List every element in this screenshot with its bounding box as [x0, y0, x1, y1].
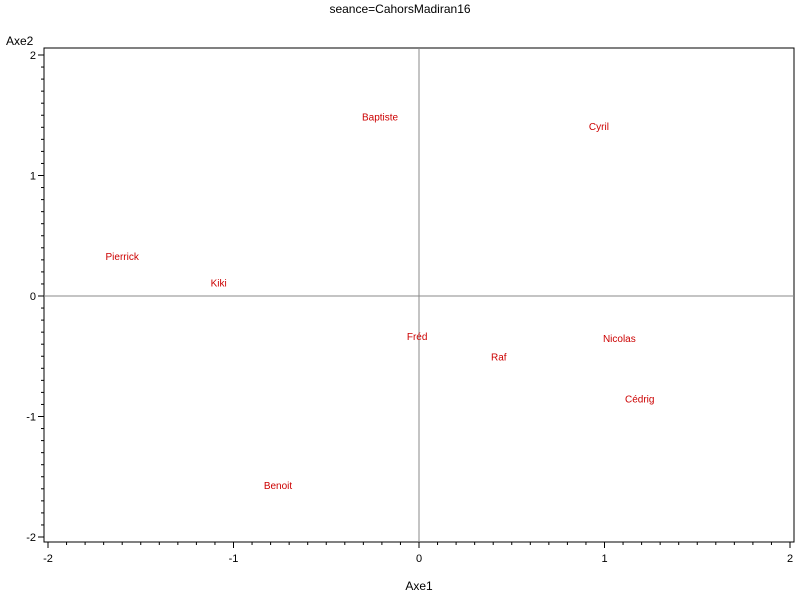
- x-axis-title: Axe1: [405, 579, 433, 593]
- x-tick-label: 0: [416, 553, 422, 565]
- x-tick-label: -2: [43, 553, 53, 565]
- x-tick-label: -1: [229, 553, 239, 565]
- x-tick-label: 2: [787, 553, 793, 565]
- x-tick-label: 1: [601, 553, 607, 565]
- point-label: Benoit: [264, 481, 293, 492]
- y-tick-label: -1: [26, 412, 36, 424]
- point-label: Raf: [491, 352, 507, 363]
- y-tick-label: 0: [30, 291, 36, 303]
- point-label: Pierrick: [106, 252, 140, 263]
- point-label: Nicolas: [603, 334, 636, 345]
- point-label: Cyril: [589, 122, 609, 133]
- tick-labels: -2 -1 0 1 2 -2 -1 0 1 2: [26, 50, 793, 565]
- y-tick-label: -2: [26, 532, 36, 544]
- reference-lines: [44, 48, 794, 542]
- point-label: Cédrig: [625, 394, 654, 405]
- y-tick-label: 1: [30, 171, 36, 183]
- y-tick-label: 2: [30, 50, 36, 62]
- point-label: Baptiste: [362, 112, 399, 123]
- y-axis-title: Axe2: [6, 34, 34, 48]
- axis-ticks: [38, 54, 791, 548]
- point-label: Fréd: [407, 332, 428, 343]
- chart-title: seance=CahorsMadiran16: [329, 2, 470, 16]
- point-labels: Baptiste Cyril Pierrick Kiki Fréd Raf Nicolas C…: [106, 112, 655, 492]
- point-label: Kiki: [211, 279, 227, 290]
